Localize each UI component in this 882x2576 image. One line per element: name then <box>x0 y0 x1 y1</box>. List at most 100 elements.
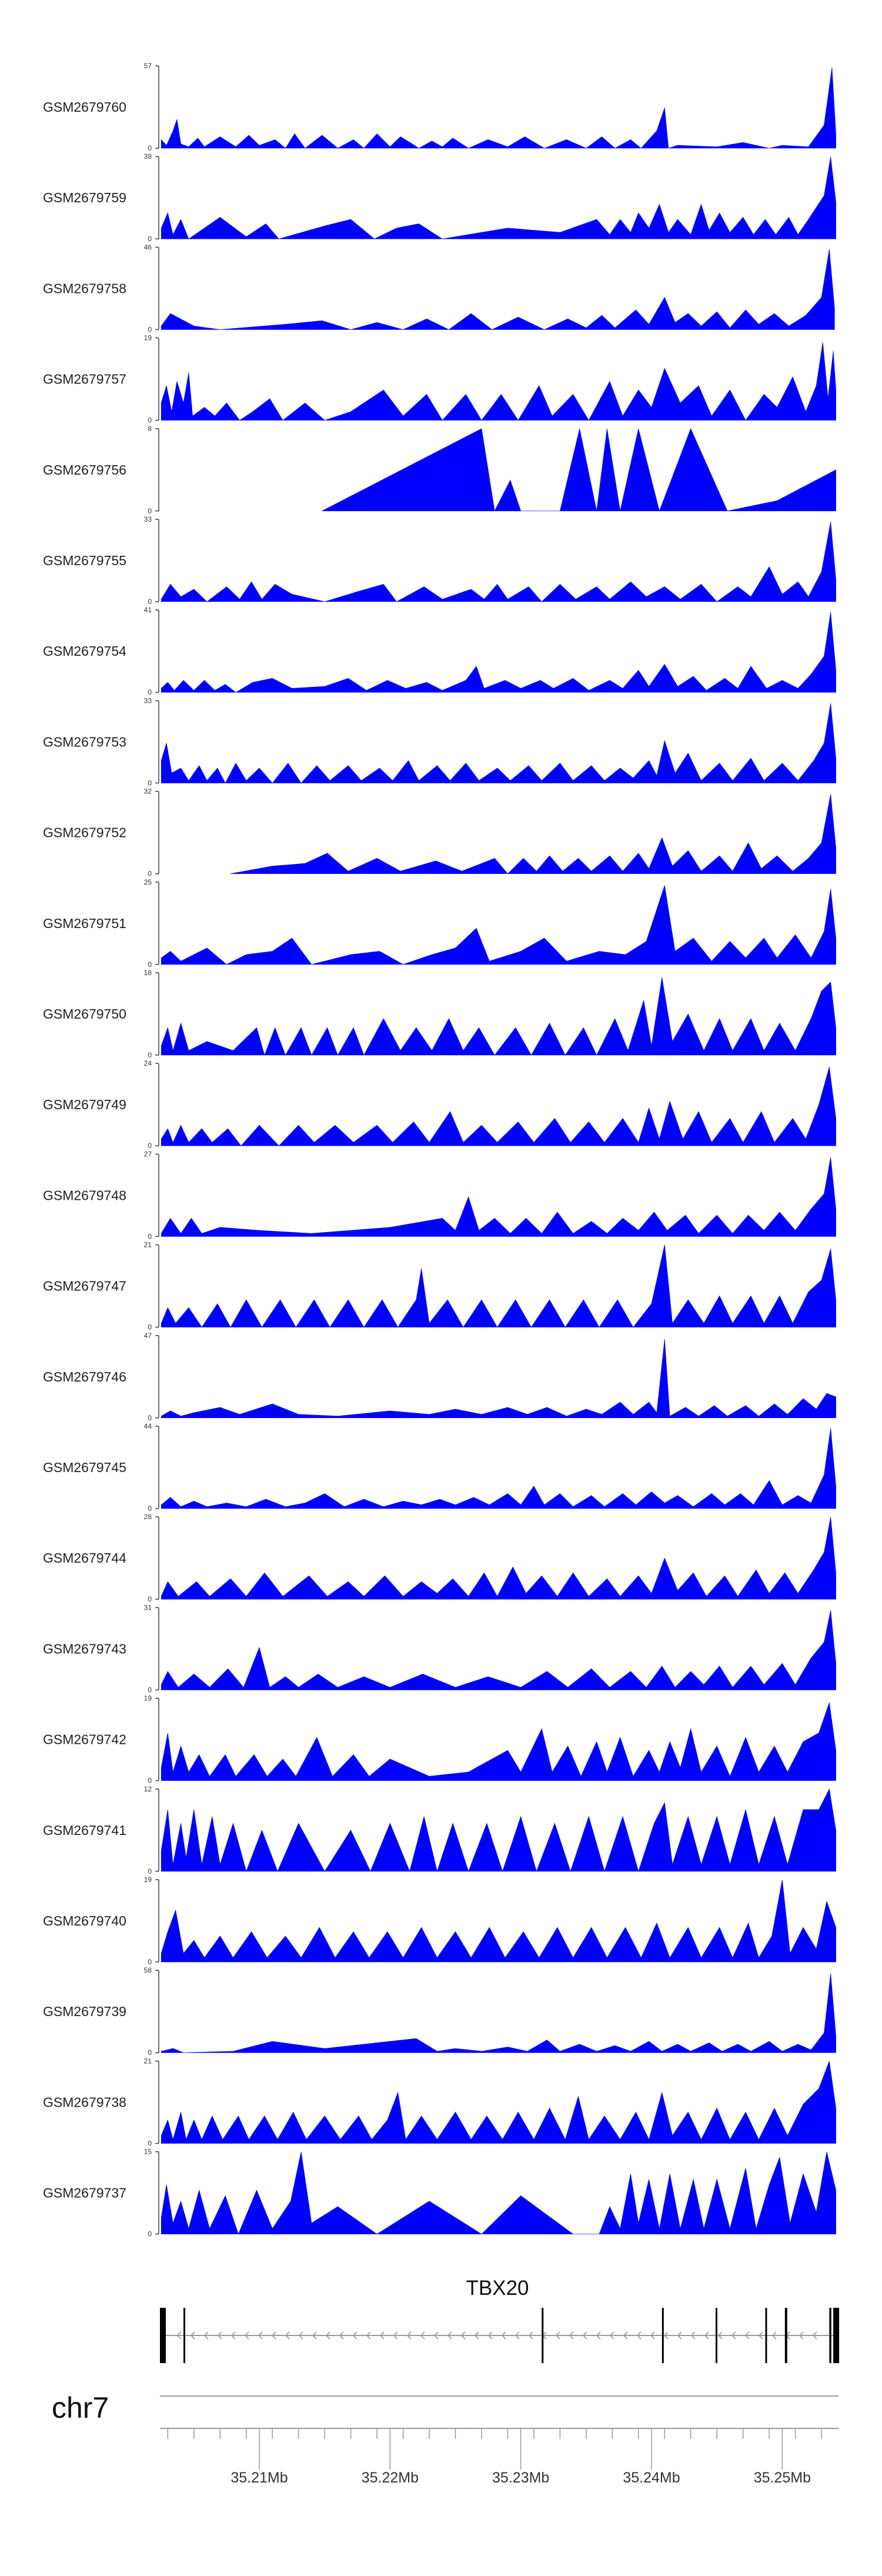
y-zero-label: 0 <box>148 1504 152 1513</box>
track-GSM2679760: GSM2679760 57 0 <box>43 62 836 152</box>
y-zero-label: 0 <box>148 1867 152 1876</box>
track-label: GSM2679754 <box>43 643 126 659</box>
y-max-label: 12 <box>144 1785 152 1793</box>
y-zero-label: 0 <box>148 1686 152 1694</box>
track-GSM2679757: GSM2679757 19 0 <box>43 334 836 425</box>
track-GSM2679738: GSM2679738 21 0 <box>43 2057 836 2147</box>
axis-tick-label: 35.22Mb <box>362 2470 419 2486</box>
strand-arrow <box>731 2331 736 2340</box>
track-GSM2679754: GSM2679754 41 0 <box>43 606 836 696</box>
track-label: GSM2679743 <box>43 1641 126 1656</box>
gene-name-label: TBX20 <box>466 2277 529 2300</box>
strand-arrow <box>366 2331 371 2340</box>
strand-arrow <box>663 2331 669 2340</box>
track-GSM2679740: GSM2679740 19 0 <box>43 1876 836 1966</box>
strand-arrow <box>217 2331 222 2340</box>
strand-arrow <box>271 2331 276 2340</box>
track-GSM2679758: GSM2679758 46 0 <box>43 243 835 333</box>
track-GSM2679759: GSM2679759 38 0 <box>43 152 836 243</box>
y-max-label: 21 <box>144 1241 152 1249</box>
exon <box>160 2308 166 2363</box>
coverage-area <box>161 2061 836 2144</box>
y-max-label: 25 <box>144 878 152 886</box>
strand-arrow <box>393 2331 398 2340</box>
track-GSM2679737: GSM2679737 15 0 <box>43 2148 836 2238</box>
exon <box>833 2308 840 2363</box>
y-zero-label: 0 <box>148 1414 152 1422</box>
strand-arrow <box>406 2331 412 2340</box>
exon <box>784 2308 787 2363</box>
track-GSM2679750: GSM2679750 18 0 <box>43 969 836 1059</box>
coverage-area <box>161 342 836 421</box>
coverage-tracks: GSM2679760570GSM2679759380GSM2679758460G… <box>43 62 836 2238</box>
coverage-area <box>161 67 836 149</box>
y-zero-label: 0 <box>148 325 152 333</box>
coverage-area <box>161 885 836 965</box>
strand-arrow <box>596 2331 601 2340</box>
y-max-label: 31 <box>144 1603 152 1611</box>
track-GSM2679752: GSM2679752 32 0 <box>43 788 836 878</box>
y-max-label: 18 <box>144 969 152 977</box>
y-max-label: 41 <box>144 606 152 614</box>
strand-arrow <box>812 2331 817 2340</box>
track-label: GSM2679753 <box>43 734 126 749</box>
y-max-label: 24 <box>144 1059 152 1067</box>
y-zero-label: 0 <box>148 1595 152 1603</box>
strand-arrow <box>609 2331 614 2340</box>
y-zero-label: 0 <box>148 1777 152 1785</box>
track-label: GSM2679752 <box>43 825 126 840</box>
axis-tick-label: 35.24Mb <box>623 2470 680 2486</box>
strand-arrow <box>325 2331 330 2340</box>
track-label: GSM2679751 <box>43 916 126 931</box>
strand-arrow <box>501 2331 506 2340</box>
strand-arrow <box>555 2331 560 2340</box>
track-GSM2679739: GSM2679739 58 0 <box>43 1966 836 2057</box>
strand-arrow <box>203 2331 209 2340</box>
strand-arrow <box>582 2331 587 2340</box>
coverage-area <box>161 1244 836 1328</box>
strand-arrow <box>298 2331 303 2340</box>
strand-arrow <box>190 2331 195 2340</box>
coverage-area <box>161 1973 836 2053</box>
strand-arrow <box>514 2331 520 2340</box>
strand-arrow <box>339 2331 344 2340</box>
y-max-label: 58 <box>144 1966 152 1974</box>
coverage-area <box>161 1428 836 1509</box>
track-GSM2679746: GSM2679746 47 0 <box>43 1332 836 1422</box>
track-label: GSM2679757 <box>43 372 126 387</box>
strand-arrow <box>460 2331 466 2340</box>
y-zero-label: 0 <box>148 1232 152 1240</box>
track-label: GSM2679750 <box>43 1006 126 1022</box>
y-zero-label: 0 <box>148 960 152 969</box>
y-max-label: 19 <box>144 1876 152 1884</box>
track-GSM2679745: GSM2679745 44 0 <box>43 1422 836 1513</box>
coverage-area <box>161 2151 836 2235</box>
track-label: GSM2679746 <box>43 1369 126 1384</box>
strand-arrow <box>758 2331 763 2340</box>
genome-axis: chr7 35.21Mb 35.22Mb 35.23Mb 35.24Mb 35.25Mb <box>52 2391 838 2486</box>
y-max-label: 15 <box>144 2148 152 2156</box>
y-zero-label: 0 <box>148 688 152 696</box>
coverage-area <box>161 703 836 784</box>
track-label: GSM2679756 <box>43 462 126 478</box>
strand-arrow <box>487 2331 493 2340</box>
y-zero-label: 0 <box>148 870 152 878</box>
strand-arrow <box>379 2331 385 2340</box>
coverage-area <box>161 612 836 693</box>
track-label: GSM2679755 <box>43 553 126 568</box>
y-zero-label: 0 <box>148 2048 152 2057</box>
chromosome-label: chr7 <box>52 2391 109 2424</box>
strand-arrow <box>677 2331 682 2340</box>
y-max-label: 32 <box>144 788 152 796</box>
track-label: GSM2679738 <box>43 2094 126 2110</box>
exon <box>829 2308 831 2363</box>
track-GSM2679748: GSM2679748 27 0 <box>43 1150 836 1240</box>
y-zero-label: 0 <box>148 144 152 152</box>
coverage-area <box>322 428 836 512</box>
y-max-label: 19 <box>144 1694 152 1703</box>
exon <box>715 2308 717 2363</box>
track-label: GSM2679749 <box>43 1097 126 1112</box>
track-label: GSM2679747 <box>43 1279 126 1294</box>
y-max-label: 44 <box>144 1422 152 1430</box>
y-zero-label: 0 <box>148 416 152 425</box>
